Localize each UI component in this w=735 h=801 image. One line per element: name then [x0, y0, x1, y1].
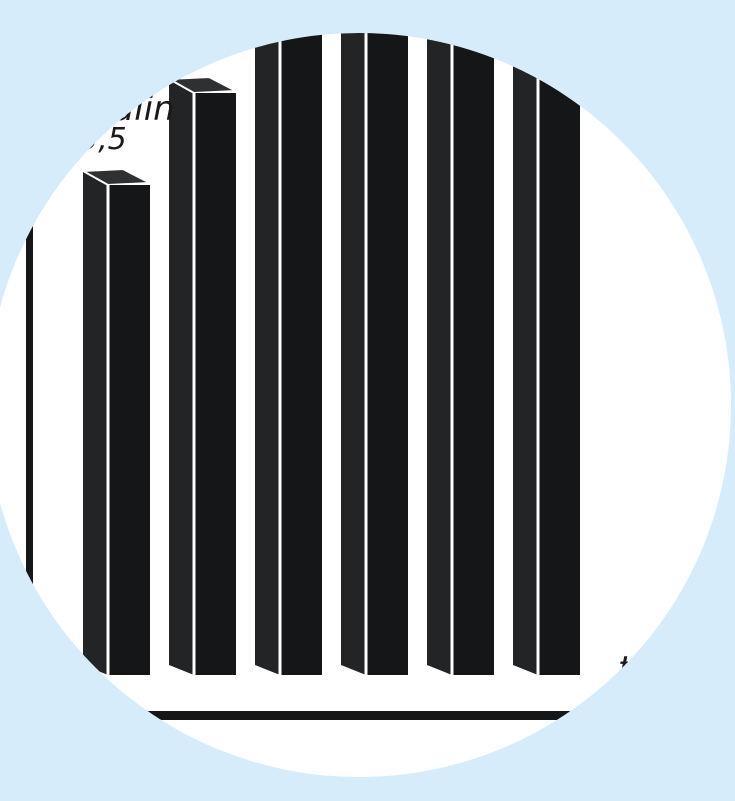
bar-side-face	[169, 79, 194, 675]
bar-value-label: 6,5	[165, 30, 213, 65]
bar-side-face	[255, 33, 280, 675]
x-axis-line	[90, 711, 590, 720]
bar-side-face	[427, 33, 452, 675]
bar-front-face	[366, 33, 408, 675]
bar-front-face	[452, 33, 494, 675]
y-axis-label: insulin	[64, 89, 175, 129]
bar	[79, 167, 154, 675]
x-axis-label: t	[618, 649, 633, 689]
bar	[165, 75, 240, 675]
bar	[513, 33, 580, 675]
bar-front-face	[108, 185, 150, 675]
bar-top-face	[79, 167, 154, 187]
y-axis-line	[26, 140, 33, 665]
bar	[427, 33, 494, 675]
bar-side-face	[83, 171, 108, 675]
bar-side-face	[341, 33, 366, 675]
bar-top-face	[255, 0, 322, 1]
bar-side-face	[513, 33, 538, 675]
bar	[341, 33, 408, 675]
bar-front-face	[280, 33, 322, 675]
bar-front-face	[538, 33, 580, 675]
bar-top-face	[165, 75, 240, 95]
bar-front-face	[194, 93, 236, 675]
bar	[255, 0, 322, 675]
